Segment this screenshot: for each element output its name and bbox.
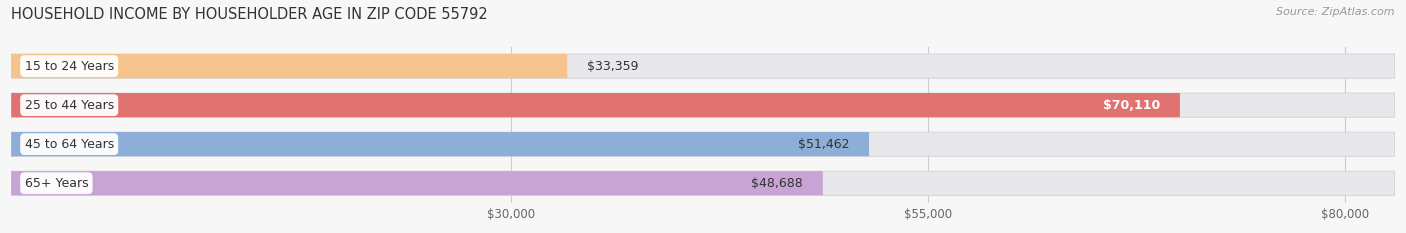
Text: 65+ Years: 65+ Years <box>24 177 89 190</box>
FancyBboxPatch shape <box>11 93 1180 117</box>
Text: 15 to 24 Years: 15 to 24 Years <box>24 60 114 73</box>
Text: HOUSEHOLD INCOME BY HOUSEHOLDER AGE IN ZIP CODE 55792: HOUSEHOLD INCOME BY HOUSEHOLDER AGE IN Z… <box>11 7 488 22</box>
FancyBboxPatch shape <box>11 54 567 78</box>
FancyBboxPatch shape <box>11 171 1395 195</box>
Text: $51,462: $51,462 <box>797 138 849 151</box>
FancyBboxPatch shape <box>11 93 1395 117</box>
Text: 45 to 64 Years: 45 to 64 Years <box>24 138 114 151</box>
Text: $70,110: $70,110 <box>1102 99 1160 112</box>
FancyBboxPatch shape <box>11 54 1395 78</box>
FancyBboxPatch shape <box>11 132 869 156</box>
Text: 25 to 44 Years: 25 to 44 Years <box>24 99 114 112</box>
Text: $33,359: $33,359 <box>588 60 638 73</box>
Text: $48,688: $48,688 <box>751 177 803 190</box>
FancyBboxPatch shape <box>11 171 823 195</box>
Text: Source: ZipAtlas.com: Source: ZipAtlas.com <box>1277 7 1395 17</box>
FancyBboxPatch shape <box>11 132 1395 156</box>
